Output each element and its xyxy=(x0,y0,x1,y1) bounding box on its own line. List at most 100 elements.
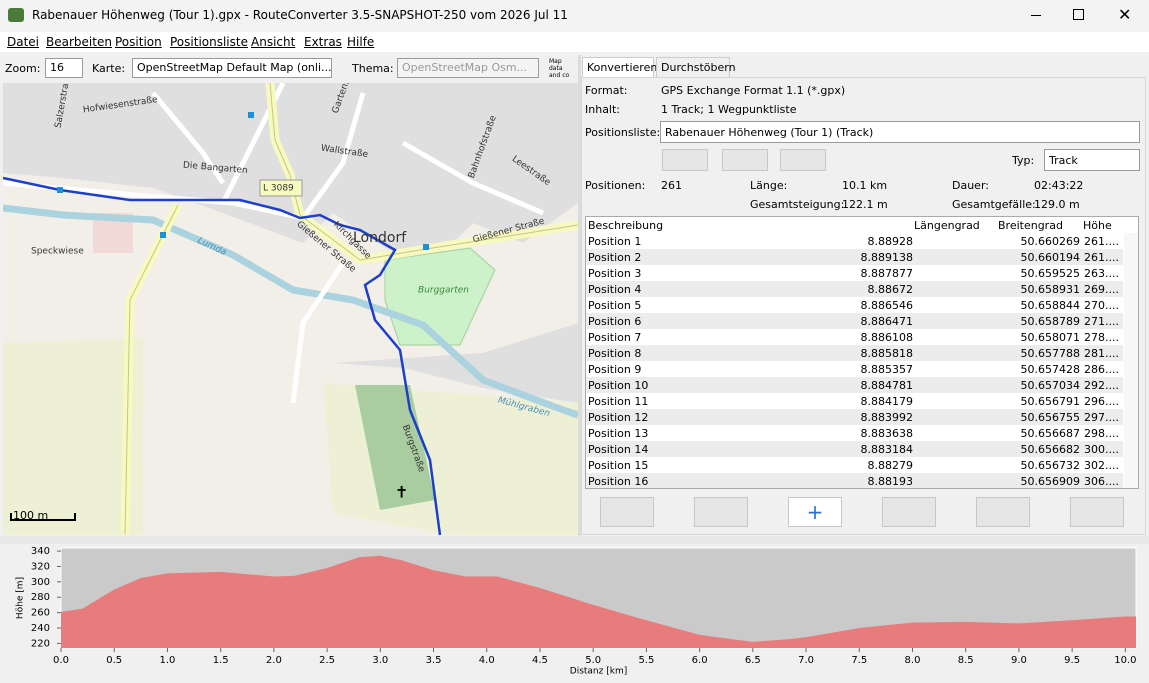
table-cell: 8.885818 xyxy=(860,347,914,360)
menu-item[interactable]: Positionsliste xyxy=(170,35,248,49)
type-select[interactable]: Track xyxy=(1044,149,1140,171)
table-cell: 8.88193 xyxy=(867,475,914,488)
tab[interactable]: Durchstöbern xyxy=(656,57,736,77)
table-cell: 8.88928 xyxy=(867,235,914,248)
top-button[interactable] xyxy=(600,497,654,527)
table-cell: Position 16 xyxy=(588,475,649,488)
x-tick-label: 8.0 xyxy=(905,655,921,666)
close-button[interactable]: ✕ xyxy=(1118,5,1132,24)
menu-item[interactable]: Datei xyxy=(7,35,40,49)
zoom-label: Zoom: xyxy=(5,62,41,75)
table-cell: 50.657428 xyxy=(1020,363,1081,376)
table-cell: 271.... xyxy=(1084,315,1119,328)
table-cell: 50.657788 xyxy=(1020,347,1081,360)
table-cell: 50.656909 xyxy=(1020,475,1081,488)
x-tick-label: 4.0 xyxy=(479,655,495,666)
scale-label: 100 m xyxy=(13,509,48,522)
scrollbar xyxy=(1124,233,1138,488)
info-duration: 02:43:22 xyxy=(1034,179,1084,192)
table-cell: 8.883992 xyxy=(860,411,914,424)
app-icon xyxy=(8,8,24,22)
remove-button[interactable] xyxy=(882,497,936,527)
bottom-button[interactable] xyxy=(1070,497,1124,527)
rename-list-button[interactable] xyxy=(722,149,768,171)
menu-item[interactable]: Bearbeiten xyxy=(46,35,112,49)
x-tick-label: 4.5 xyxy=(532,655,548,666)
cemetery xyxy=(355,385,435,510)
table-cell: Position 9 xyxy=(588,363,642,376)
table-cell: Position 11 xyxy=(588,395,649,408)
waypoint xyxy=(248,112,254,118)
info-type-label: Typ: xyxy=(1012,154,1035,167)
table-cell: 261.... xyxy=(1084,235,1119,248)
table-cell: 50.656687 xyxy=(1020,427,1081,440)
y-tick-label: 220 xyxy=(31,638,50,649)
table-cell: 269.... xyxy=(1084,283,1119,296)
table-cell: 270.... xyxy=(1084,299,1119,312)
info-positions: 261 xyxy=(661,179,682,192)
info-list-label: Positionsliste: xyxy=(585,126,661,139)
menu-item[interactable]: Hilfe xyxy=(347,35,375,49)
position-list-select[interactable]: Rabenauer Höhenweg (Tour 1) (Track) xyxy=(660,121,1140,143)
info-content: 1 Track; 1 Wegpunktliste xyxy=(661,103,797,116)
x-tick-label: 3.0 xyxy=(372,655,388,666)
map-label: L 3089 xyxy=(263,184,294,194)
info-descent-label: Gesamtgefälle: xyxy=(952,198,1036,211)
y-axis-label: Höhe [m] xyxy=(16,577,26,619)
menu-item[interactable]: Position xyxy=(115,35,162,49)
track xyxy=(3,176,442,535)
table-cell: 278.... xyxy=(1084,331,1119,344)
table-cell: 302.... xyxy=(1084,459,1119,472)
waypoint xyxy=(57,187,63,193)
table-cell: Position 1 xyxy=(588,235,642,248)
maximize-button[interactable] xyxy=(1073,9,1084,20)
window-title: Rabenauer Höhenweg (Tour 1).gpx - RouteC… xyxy=(32,8,568,22)
menu-item[interactable]: Extras xyxy=(304,35,342,49)
table: Beschreibung Längengrad Breitengrad Höhe Pos… xyxy=(585,216,1139,489)
table-cell: Position 5 xyxy=(588,299,642,312)
x-tick-label: 8.5 xyxy=(958,655,974,666)
x-tick-label: 3.5 xyxy=(426,655,442,666)
theme-select[interactable]: OpenStreetMap Osm... xyxy=(397,58,539,78)
x-tick-label: 9.5 xyxy=(1064,655,1080,666)
delete-list-button[interactable] xyxy=(780,149,826,171)
info-length: 10.1 km xyxy=(842,179,888,192)
map-select[interactable]: OpenStreetMap Default Map (onli... xyxy=(132,58,332,78)
y-tick-label: 320 xyxy=(31,561,50,572)
table-cell: Position 13 xyxy=(588,427,649,440)
down-button[interactable] xyxy=(976,497,1030,527)
table-cell: 281.... xyxy=(1084,347,1119,360)
minimize-button[interactable] xyxy=(1031,15,1041,16)
splitter-vertical[interactable] xyxy=(578,55,581,536)
info-content-label: Inhalt: xyxy=(585,103,621,116)
table-cell: 8.886471 xyxy=(860,315,914,328)
table-cell: 50.656682 xyxy=(1020,443,1081,456)
table-cell: 296.... xyxy=(1084,395,1119,408)
table-cell: 50.658789 xyxy=(1020,315,1081,328)
x-tick-label: 0.5 xyxy=(106,655,122,666)
tab[interactable]: Konvertieren xyxy=(582,57,657,77)
row-stripe xyxy=(586,281,1123,297)
x-tick-label: 1.5 xyxy=(213,655,229,666)
y-tick-label: 260 xyxy=(31,608,50,619)
up-button[interactable] xyxy=(694,497,748,527)
table-cell: 8.885357 xyxy=(860,363,914,376)
x-tick-label: 2.5 xyxy=(319,655,335,666)
x-tick-label: 9.0 xyxy=(1011,655,1027,666)
table-cell: Position 3 xyxy=(588,267,642,280)
splitter[interactable] xyxy=(0,536,1149,544)
table-cell: 8.887877 xyxy=(860,267,914,280)
y-tick-label: 280 xyxy=(31,592,50,603)
add-button[interactable]: + xyxy=(788,497,842,527)
new-list-button[interactable] xyxy=(662,149,708,171)
table-cell: 50.658931 xyxy=(1020,283,1081,296)
table-cell: 8.88279 xyxy=(867,459,914,472)
zoom-select[interactable]: 16 xyxy=(45,58,83,78)
x-tick-label: 5.5 xyxy=(638,655,654,666)
table-cell: 8.884179 xyxy=(860,395,914,408)
table-cell: 306.... xyxy=(1084,475,1119,488)
waypoint xyxy=(160,232,166,238)
menu-item[interactable]: Ansicht xyxy=(251,35,296,49)
